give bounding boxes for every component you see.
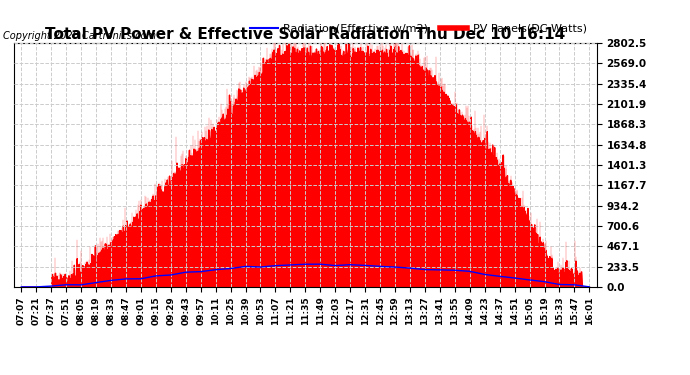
Title: Total PV Power & Effective Solar Radiation Thu Dec 10 16:14: Total PV Power & Effective Solar Radiati… — [46, 27, 565, 42]
Legend: Radiation(Effective w/m2), PV Panels(DC Watts): Radiation(Effective w/m2), PV Panels(DC … — [246, 20, 591, 38]
Text: Copyright 2020 Cartronics.com: Copyright 2020 Cartronics.com — [3, 32, 157, 41]
